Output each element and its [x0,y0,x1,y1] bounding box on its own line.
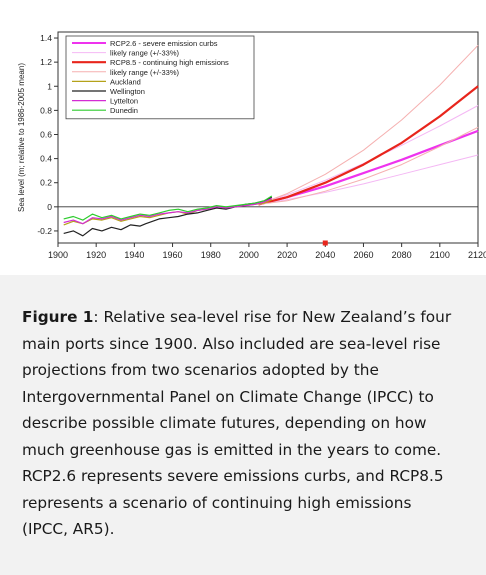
x-tick-label: 2000 [239,250,259,260]
x-tick-label: 2100 [430,250,450,260]
x-tick-label: 2040 [315,250,335,260]
x-tick-label: 2060 [353,250,373,260]
y-tick-label: 0.2 [40,178,52,188]
sea-level-chart: 1900 1920 1940 1960 1980 2000 2020 2040 2060 2080… [17,31,486,260]
caption-text: : Relative sea-level rise for New Zealan… [22,308,452,538]
y-axis-label: Sea level (m; relative to 1986-2005 mean… [17,63,26,212]
series-line-likely-range-33 [258,154,479,205]
year-marker [322,240,328,246]
legend-label: Lyttelton [110,97,138,106]
x-tick-label: 1900 [48,250,68,260]
legend-label: likely range (+/-33%) [110,68,179,77]
y-tick-label: 0 [47,202,52,212]
plot-frame [57,31,479,244]
y-tick-label: 0.4 [40,154,52,164]
series-line-wellington [63,196,273,237]
x-tick-label: 1980 [201,250,221,260]
legend-label: RCP2.6 - severe emission curbs [110,39,218,48]
x-tick-label: 1960 [163,250,183,260]
x-tick-label: 2120 [468,250,486,260]
legend-label: RCP8.5 - continuing high emissions [110,58,229,67]
x-tick-label: 2020 [277,250,297,260]
y-tick-label: 0.6 [40,129,52,139]
legend-label: likely range (+/-33%) [110,49,179,58]
x-tick-label: 1920 [86,250,106,260]
legend-box [65,35,255,120]
y-tick-label: -0.2 [37,226,52,236]
chart-area: 1900 1920 1940 1960 1980 2000 2020 2040 2060 2080… [0,0,486,275]
y-tick-label: 1.4 [40,33,52,43]
legend-label: Auckland [110,77,141,86]
series-line-dunedin [63,195,273,221]
x-tick-label: 2080 [392,250,412,260]
legend-label: Dunedin [110,106,138,115]
series-line-lyttelton [63,197,273,225]
series-line-rcp8-5-continuing-high-emissions [258,85,479,206]
series-line-likely-range-33 [258,126,479,205]
series-line-auckland [63,199,273,226]
legend-label: Wellington [110,87,145,96]
series-line-likely-range-33 [258,105,479,205]
series-line-likely-range-33 [258,44,479,205]
y-tick-label: 1.2 [40,57,52,67]
caption-label: Figure 1 [22,308,94,326]
x-tick-label: 1940 [124,250,144,260]
figure-caption: Figure 1: Relative sea-level rise for Ne… [22,304,462,543]
y-tick-label: 1 [47,81,52,91]
y-tick-label: 0.8 [40,105,52,115]
